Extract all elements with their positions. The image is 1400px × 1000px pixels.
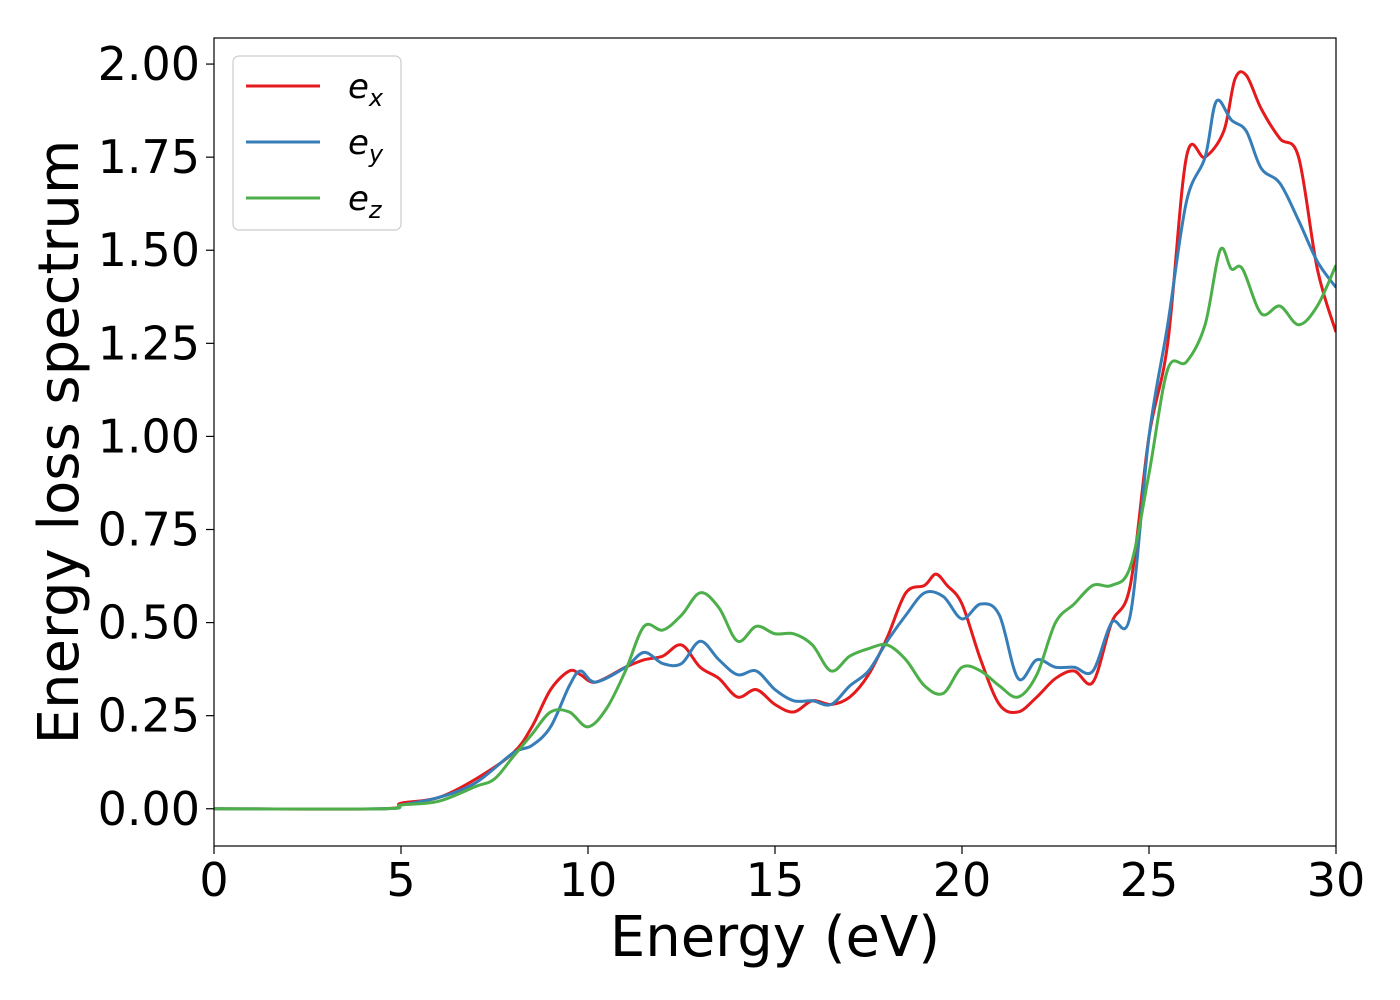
y-axis-label: Energy loss spectrum [27, 140, 92, 745]
x-tick-label: 20 [933, 853, 992, 907]
x-tick-label: 0 [199, 853, 228, 907]
y-tick-label: 1.50 [98, 223, 200, 277]
x-tick-label: 10 [559, 853, 618, 907]
y-tick-label: 0.75 [98, 503, 200, 557]
x-axis-label: Energy (eV) [610, 905, 940, 970]
y-tick-label: 1.00 [98, 409, 200, 463]
x-axis: 0 5 10 15 20 25 30 [199, 846, 1365, 907]
y-tick-label: 2.00 [98, 37, 200, 91]
y-tick-label: 0.00 [98, 782, 200, 836]
series-line-ez [214, 246, 1336, 811]
y-axis: 0.00 0.25 0.50 0.75 1.00 1.25 1.50 1.75 2.00 [98, 37, 214, 836]
series-line-ex [214, 70, 1336, 811]
x-tick-label: 30 [1307, 853, 1366, 907]
x-tick-label: 15 [746, 853, 805, 907]
y-tick-label: 0.50 [98, 596, 200, 650]
series-line-ey [214, 98, 1336, 811]
y-tick-label: 0.25 [98, 689, 200, 743]
y-tick-label: 1.25 [98, 316, 200, 370]
plot-area [214, 70, 1336, 811]
x-tick-label: 25 [1120, 853, 1179, 907]
y-tick-label: 1.75 [98, 130, 200, 184]
x-tick-label: 5 [386, 853, 415, 907]
